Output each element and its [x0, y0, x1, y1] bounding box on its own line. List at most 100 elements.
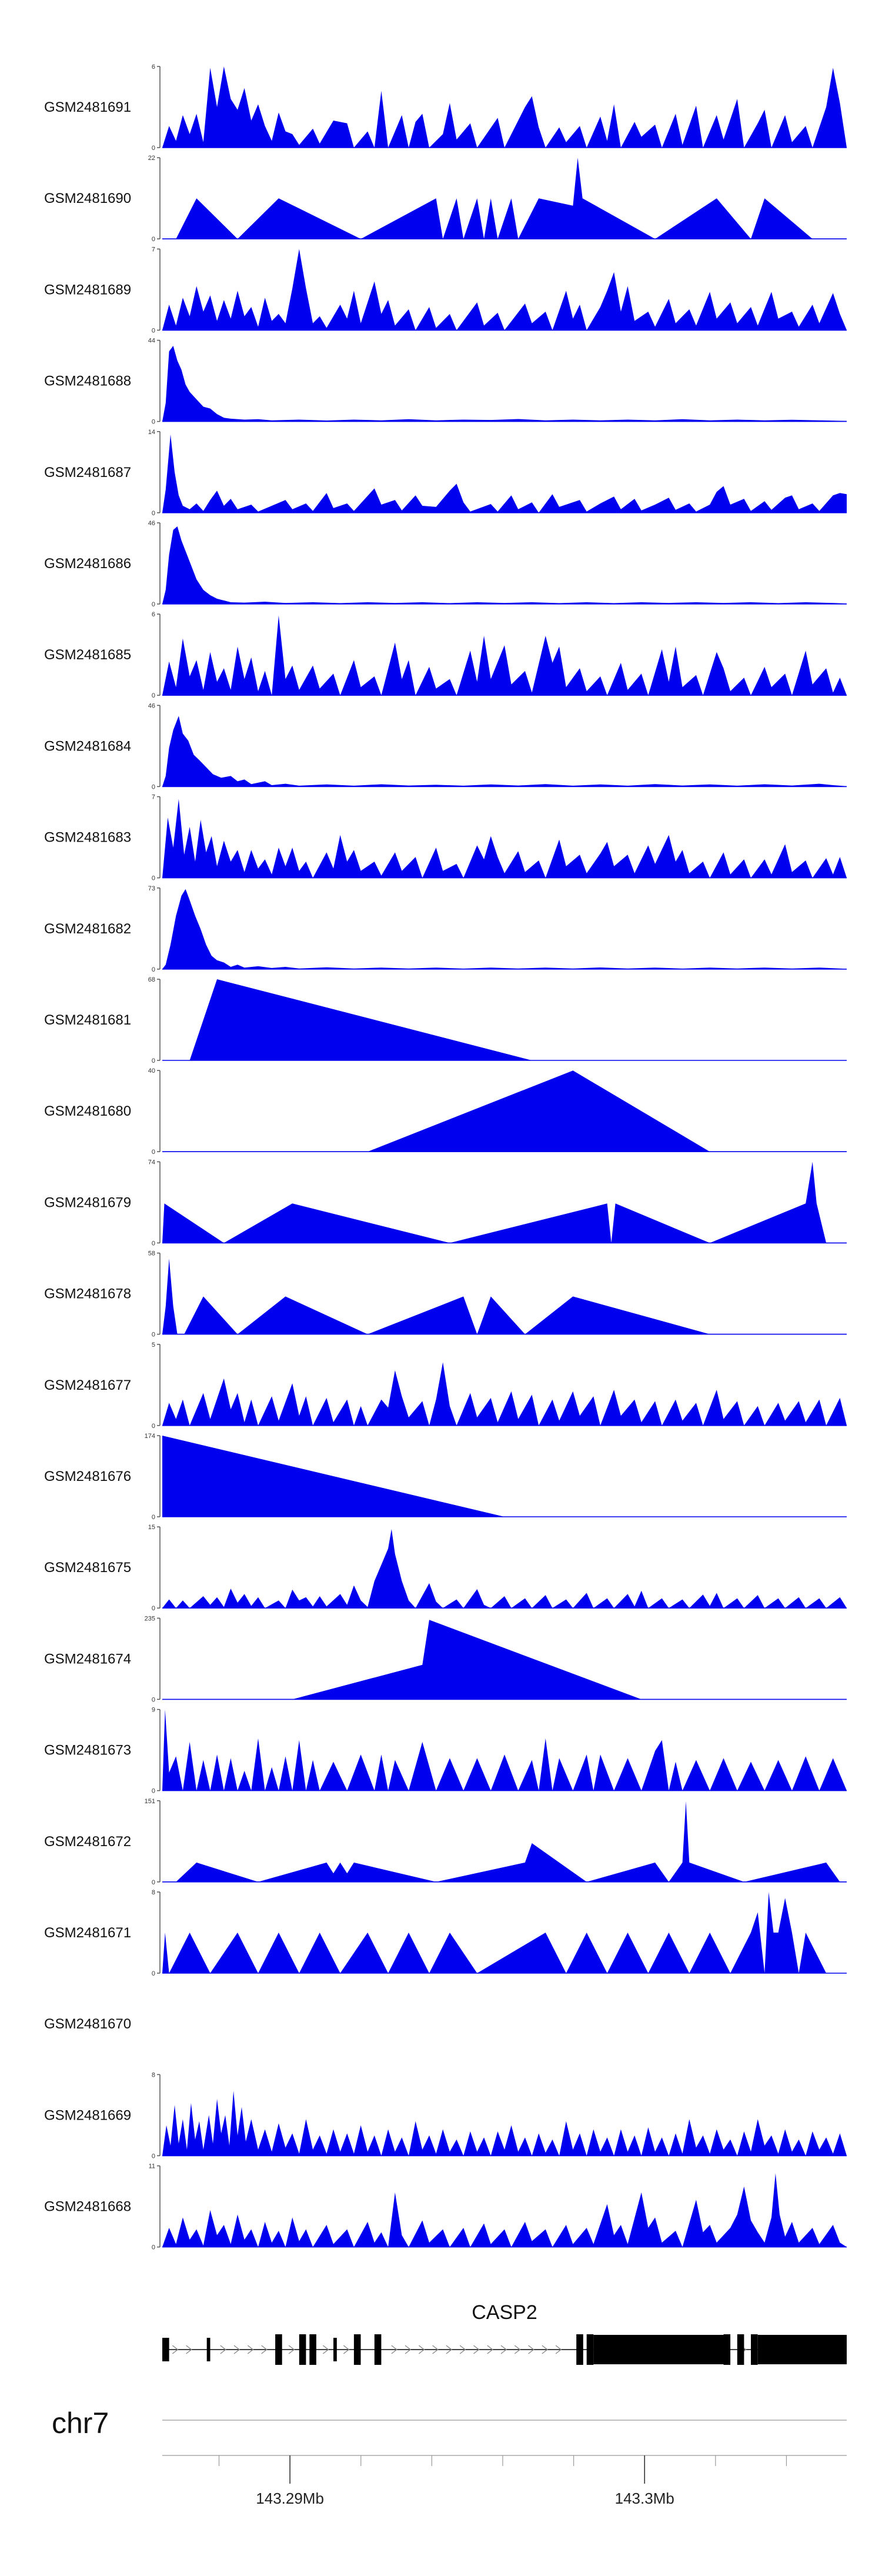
signal-area [368, 1070, 710, 1152]
signal-tracks: GSM248169160GSM2481690220GSM248168970GSM… [44, 64, 847, 2251]
signal-area [162, 1709, 847, 1791]
strand-arrow [459, 2345, 466, 2354]
signal-area [162, 2091, 847, 2156]
chromosome-label: chr7 [52, 2407, 109, 2440]
track-GSM2481672: GSM2481672 151 0 [44, 1798, 847, 1886]
strand-arrow [446, 2345, 453, 2354]
track-name: GSM2481684 [44, 738, 131, 754]
track-GSM2481677: GSM2481677 5 0 [44, 1342, 847, 1430]
y-max-label: 235 [145, 1615, 155, 1622]
track-name: GSM2481681 [44, 1012, 131, 1028]
y-max-label: 73 [148, 885, 155, 892]
gene-exon [206, 2338, 211, 2361]
y-max-label: 46 [148, 702, 155, 709]
genome-axis-label: 143.3Mb [615, 2490, 674, 2507]
track-name: GSM2481677 [44, 1377, 131, 1393]
track-GSM2481685: GSM2481685 6 0 [44, 611, 847, 699]
track-name: GSM2481670 [44, 2016, 131, 2032]
signal-area [162, 716, 847, 787]
y-max-label: 15 [148, 1524, 155, 1531]
track-GSM2481683: GSM2481683 7 0 [44, 794, 847, 882]
track-GSM2481681: GSM2481681 68 0 [44, 976, 847, 1065]
strand-arrow [432, 2345, 439, 2354]
y-min-label: 0 [152, 419, 155, 426]
y-min-label: 0 [152, 145, 155, 152]
gene-utr-block [593, 2335, 724, 2364]
y-min-label: 0 [152, 783, 155, 790]
track-name: GSM2481683 [44, 830, 131, 846]
track-name: GSM2481691 [44, 99, 131, 115]
y-max-label: 6 [152, 611, 155, 618]
gene-exon [353, 2334, 361, 2365]
track-name: GSM2481678 [44, 1286, 131, 1302]
y-max-label: 11 [149, 2163, 155, 2170]
y-min-label: 0 [152, 1149, 155, 1156]
y-max-label: 58 [148, 1250, 155, 1257]
y-min-label: 0 [152, 1605, 155, 1612]
genome-axis-label: 143.29Mb [256, 2490, 324, 2507]
strand-arrow [288, 2345, 295, 2354]
y-max-label: 22 [148, 155, 155, 162]
track-GSM2481675: GSM2481675 15 0 [44, 1524, 847, 1612]
gene-exon [299, 2334, 306, 2365]
track-name: GSM2481680 [44, 1103, 131, 1119]
strand-arrow [542, 2345, 548, 2354]
signal-area [162, 1436, 505, 1517]
track-name: GSM2481673 [44, 1743, 131, 1759]
y-max-label: 74 [148, 1159, 155, 1166]
y-max-label: 151 [145, 1798, 155, 1805]
track-GSM2481689: GSM2481689 7 0 [44, 246, 847, 334]
gene-exon [751, 2334, 758, 2365]
gene-exon [309, 2334, 316, 2365]
track-name: GSM2481679 [44, 1194, 131, 1210]
y-max-label: 9 [152, 1707, 155, 1714]
track-GSM2481687: GSM2481687 14 0 [44, 429, 847, 517]
track-GSM2481679: GSM2481679 74 0 [44, 1159, 847, 1247]
y-max-label: 14 [148, 429, 155, 436]
signal-area [162, 526, 847, 604]
signal-area [176, 1801, 840, 1882]
track-name: GSM2481668 [44, 2199, 131, 2215]
track-name: GSM2481689 [44, 282, 131, 298]
y-min-label: 0 [152, 1788, 155, 1795]
track-GSM2481688: GSM2481688 44 0 [44, 338, 847, 426]
y-min-label: 0 [152, 1970, 155, 1977]
y-min-label: 0 [152, 875, 155, 882]
signal-area [176, 158, 813, 239]
y-min-label: 0 [152, 2153, 155, 2160]
y-max-label: 46 [148, 520, 155, 527]
strand-arrow [343, 2345, 350, 2354]
signal-area [162, 434, 847, 513]
signal-area [162, 2173, 847, 2247]
track-name: GSM2481672 [44, 1834, 131, 1850]
gene-utr-block [757, 2335, 847, 2364]
y-min-label: 0 [152, 601, 155, 608]
y-min-label: 0 [152, 1696, 155, 1703]
strand-arrow [500, 2345, 507, 2354]
track-GSM2481673: GSM2481673 9 0 [44, 1707, 847, 1795]
strand-arrow [233, 2345, 240, 2354]
track-GSM2481678: GSM2481678 58 0 [44, 1250, 847, 1339]
signal-area [162, 1892, 827, 1973]
y-min-label: 0 [152, 1240, 155, 1247]
signal-area [162, 1259, 710, 1334]
y-min-label: 0 [152, 1423, 155, 1430]
signal-area [292, 1620, 642, 1700]
track-name: GSM2481690 [44, 191, 131, 206]
track-name: GSM2481686 [44, 556, 131, 572]
y-max-label: 7 [152, 246, 155, 253]
y-min-label: 0 [152, 327, 155, 334]
strand-arrow [405, 2345, 412, 2354]
y-max-label: 174 [145, 1433, 155, 1440]
track-GSM2481668: GSM2481668 11 0 [44, 2163, 847, 2251]
strand-arrow [555, 2345, 562, 2354]
signal-area [162, 249, 847, 331]
strand-arrow [418, 2345, 425, 2354]
y-min-label: 0 [152, 236, 155, 243]
gene-exon [162, 2338, 169, 2361]
strand-arrow [473, 2345, 480, 2354]
signal-area [162, 1362, 847, 1426]
signal-area [162, 1529, 847, 1609]
y-max-label: 8 [152, 1889, 155, 1896]
track-GSM2481669: GSM2481669 8 0 [44, 2071, 847, 2160]
